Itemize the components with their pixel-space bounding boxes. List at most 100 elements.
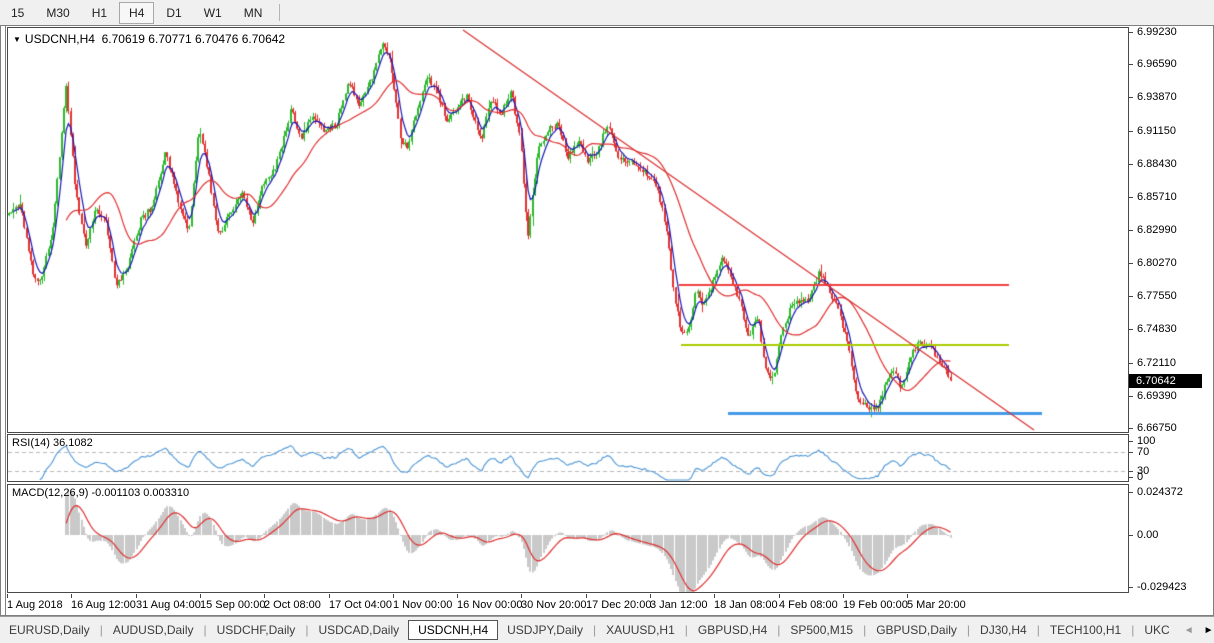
macd-axis-label-tick (1129, 535, 1133, 536)
tab-tech100-h1[interactable]: TECH100,H1 (1049, 623, 1122, 637)
tab-audusd-daily[interactable]: AUDUSD,Daily (112, 623, 194, 637)
macd-pane: MACD(12,26,9) -0.001103 0.003310 (7, 484, 1129, 593)
time-axis-label: 30 Nov 20:00 (521, 599, 587, 611)
time-axis-tick (264, 594, 265, 598)
price-axis-label-tick (1129, 263, 1133, 264)
price-axis-label: 6.80270 (1137, 257, 1177, 269)
price-axis-label-tick (1129, 230, 1133, 231)
tab-separator: | (592, 623, 597, 637)
price-axis-label: 6.88430 (1137, 158, 1177, 170)
price-chart-canvas[interactable] (8, 28, 1128, 432)
tab-separator: | (1131, 623, 1135, 637)
macd-axis-label: 0.024372 (1137, 486, 1183, 498)
time-axis-tick (136, 594, 137, 598)
price-axis[interactable]: 6.99230 6.96590 6.93870 6.91150 6.88430 6.857… (1129, 26, 1213, 615)
time-axis-tick (71, 594, 72, 598)
time-axis-label: 4 Feb 08:00 (779, 599, 838, 611)
rsi-axis-label: 30 (1137, 465, 1150, 477)
rsi-axis-label: 100 (1137, 435, 1156, 447)
price-axis-label: 6.96590 (1137, 58, 1177, 70)
time-axis-tick (457, 594, 458, 598)
current-price-badge: 6.70642 (1129, 374, 1202, 388)
price-axis-label: 6.85710 (1137, 191, 1177, 203)
rsi-pane: RSI(14) 36.1082 (7, 434, 1129, 482)
tab-usdcnh-h4[interactable]: USDCNH,H4 (408, 620, 499, 640)
rsi-axis-label-tick (1129, 452, 1133, 453)
price-axis-label-tick (1129, 296, 1133, 297)
tab-separator: | (777, 623, 781, 637)
macd-axis-label-tick (1129, 492, 1133, 493)
time-axis-tick (714, 594, 715, 598)
tab-dj30-h4[interactable]: DJ30,H4 (980, 623, 1027, 637)
time-axis-label: 5 Mar 20:00 (907, 599, 966, 611)
tab-separator: | (1036, 623, 1040, 637)
time-axis-tick (521, 594, 522, 598)
rsi-label: RSI(14) 36.1082 (12, 437, 93, 449)
rsi-axis-label: 70 (1137, 446, 1150, 458)
timeframe-button-h4[interactable]: H4 (119, 1, 155, 24)
price-pane: ▼ USDCNH,H4 6.70619 6.70771 6.70476 6.706… (7, 27, 1129, 433)
tab-usdchf-daily[interactable]: USDCHF,Daily (216, 623, 296, 637)
time-axis-tick (907, 594, 908, 598)
time-axis-tick (586, 594, 587, 598)
macd-label: MACD(12,26,9) -0.001103 0.003310 (12, 487, 190, 499)
price-axis-label: 6.69390 (1137, 390, 1177, 402)
rsi-chart-canvas[interactable] (8, 435, 1128, 481)
time-axis-label: 1 Nov 00:00 (393, 599, 453, 611)
tab-scroll-right-icon[interactable]: ► (1203, 624, 1214, 636)
tab-separator: | (863, 623, 867, 637)
rsi-axis-label-tick (1129, 477, 1133, 478)
time-axis-label: 31 Aug 04:00 (136, 599, 201, 611)
rsi-axis-label: 0 (1137, 471, 1144, 483)
tab-ukc[interactable]: UKC (1144, 623, 1170, 637)
time-axis-label: 18 Jan 08:00 (714, 599, 778, 611)
tab-scroll-left-icon[interactable]: ◄ (1183, 624, 1194, 636)
tab-separator: | (203, 623, 207, 637)
price-axis-label-tick (1129, 64, 1133, 65)
time-axis-tick (329, 594, 330, 598)
time-axis-tick (650, 594, 651, 598)
timeframe-button-h1[interactable]: H1 (91, 5, 108, 20)
time-axis-label: 17 Dec 20:00 (586, 599, 652, 611)
macd-axis-label-tick (1129, 587, 1133, 588)
tab-usdcad-daily[interactable]: USDCAD,Daily (318, 623, 400, 637)
price-axis-label: 6.66750 (1137, 422, 1177, 434)
time-axis-tick (7, 594, 8, 598)
tab-sp500-m15[interactable]: SP500,M15 (790, 623, 854, 637)
tab-xauusd-h1[interactable]: XAUUSD,H1 (606, 623, 675, 637)
tab-gbpusd-daily[interactable]: GBPUSD,Daily (876, 623, 957, 637)
price-axis-label-tick (1129, 32, 1133, 33)
timeframe-button-d1[interactable]: D1 (166, 5, 182, 20)
tab-separator: | (966, 623, 971, 637)
timeframe-button-15[interactable]: 15 (11, 5, 25, 20)
tab-usdjpy-daily[interactable]: USDJPY,Daily (507, 623, 583, 637)
macd-axis-label: -0.029423 (1137, 581, 1187, 593)
price-axis-label-tick (1129, 164, 1133, 165)
tab-gbpusd-h4[interactable]: GBPUSD,H4 (697, 623, 768, 637)
rsi-axis-label-tick (1129, 471, 1133, 472)
time-axis-tick (393, 594, 394, 598)
tab-nav: ◄ ► (1179, 623, 1214, 638)
price-axis-label-tick (1129, 363, 1133, 364)
time-axis-label: 15 Sep 00:00 (200, 599, 266, 611)
price-axis-label: 6.82990 (1137, 224, 1177, 236)
timeframe-button-m30[interactable]: M30 (46, 5, 70, 20)
price-axis-label: 6.74830 (1137, 323, 1177, 335)
time-axis-tick (843, 594, 844, 598)
tab-separator: | (305, 623, 309, 637)
time-axis-label: 3 Jan 12:00 (650, 599, 708, 611)
chart-window: ▼ USDCNH,H4 6.70619 6.70771 6.70476 6.706… (0, 25, 1214, 616)
tab-eurusd-daily[interactable]: EURUSD,Daily (9, 623, 90, 637)
macd-chart-canvas[interactable] (8, 485, 1128, 592)
timeframe-button-mn[interactable]: MN (243, 5, 263, 20)
timeframe-button-w1[interactable]: W1 (203, 5, 222, 20)
collapse-triangle-icon[interactable]: ▼ (13, 35, 21, 44)
time-axis-label: 19 Feb 00:00 (843, 599, 908, 611)
time-axis-label: 16 Nov 00:00 (457, 599, 523, 611)
price-axis-label-tick (1129, 329, 1133, 330)
time-axis-label: 1 Aug 2018 (7, 599, 63, 611)
price-axis-label-tick (1129, 428, 1133, 429)
price-axis-label-tick (1129, 131, 1133, 132)
time-axis[interactable]: 1 Aug 2018 16 Aug 12:00 31 Aug 04:00 15 Sep… (7, 594, 1129, 615)
macd-axis-label: 0.00 (1137, 529, 1159, 541)
